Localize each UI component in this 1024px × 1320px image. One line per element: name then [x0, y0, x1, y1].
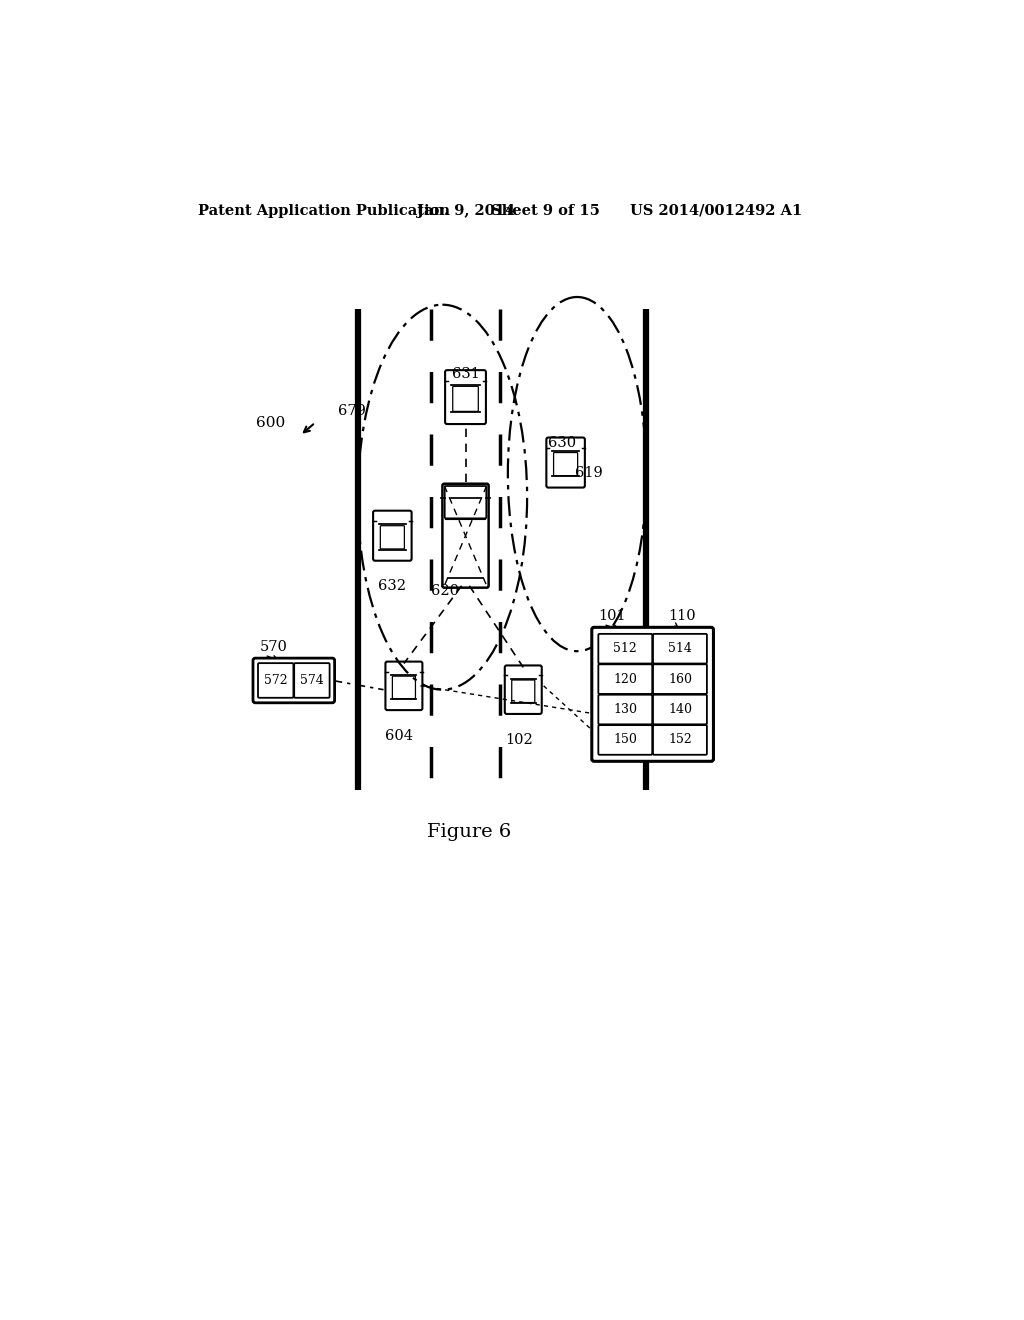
Text: 512: 512	[613, 643, 637, 655]
Text: 160: 160	[668, 673, 692, 685]
Text: 631: 631	[452, 367, 479, 381]
Text: Jan. 9, 2014: Jan. 9, 2014	[417, 203, 515, 218]
FancyBboxPatch shape	[598, 634, 652, 664]
FancyBboxPatch shape	[253, 659, 335, 702]
FancyBboxPatch shape	[598, 694, 652, 725]
Text: 574: 574	[300, 675, 324, 686]
Text: 101: 101	[599, 610, 627, 623]
Text: 619: 619	[574, 466, 602, 479]
FancyBboxPatch shape	[653, 664, 707, 694]
Text: 630: 630	[548, 437, 575, 450]
Text: 572: 572	[264, 675, 288, 686]
FancyBboxPatch shape	[258, 663, 294, 698]
Text: 632: 632	[378, 578, 407, 593]
FancyBboxPatch shape	[294, 663, 330, 698]
Text: 570: 570	[260, 640, 288, 655]
Text: 130: 130	[613, 704, 637, 715]
FancyBboxPatch shape	[653, 634, 707, 664]
Text: 102: 102	[506, 733, 534, 747]
FancyBboxPatch shape	[598, 725, 652, 755]
Text: 679: 679	[338, 404, 366, 418]
Text: 152: 152	[668, 734, 692, 746]
Text: Patent Application Publication: Patent Application Publication	[199, 203, 451, 218]
Text: 514: 514	[668, 643, 692, 655]
Text: 600: 600	[256, 416, 286, 429]
Text: Figure 6: Figure 6	[427, 824, 511, 841]
FancyBboxPatch shape	[653, 725, 707, 755]
FancyBboxPatch shape	[653, 694, 707, 725]
Text: 140: 140	[668, 704, 692, 715]
Text: 150: 150	[613, 734, 637, 746]
Text: Sheet 9 of 15: Sheet 9 of 15	[490, 203, 600, 218]
FancyBboxPatch shape	[598, 664, 652, 694]
Text: 110: 110	[668, 610, 695, 623]
Text: 620: 620	[431, 585, 459, 598]
FancyBboxPatch shape	[592, 627, 714, 762]
Text: US 2014/0012492 A1: US 2014/0012492 A1	[630, 203, 802, 218]
Text: 604: 604	[385, 729, 413, 743]
Text: 120: 120	[613, 673, 637, 685]
